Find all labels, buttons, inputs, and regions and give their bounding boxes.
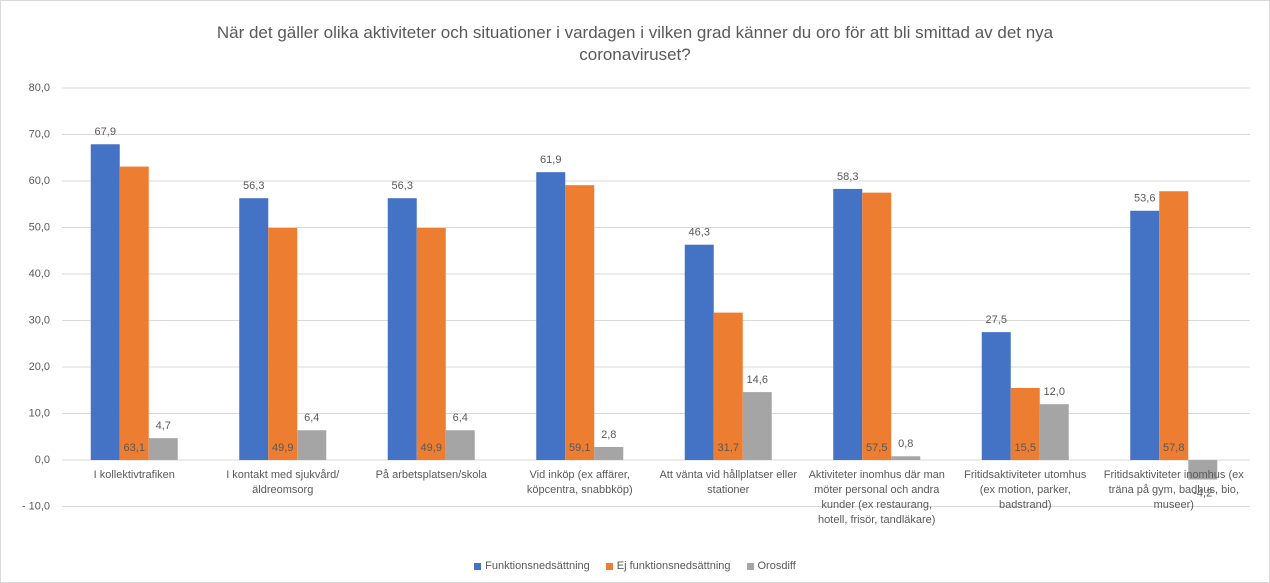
bar xyxy=(90,144,120,460)
legend-item: Orosdiff xyxy=(746,560,796,572)
bar xyxy=(1130,210,1160,460)
data-label: 53,6 xyxy=(1134,193,1155,205)
y-tick-label: 20,0 xyxy=(29,361,50,373)
bar xyxy=(239,198,269,460)
data-label: 15,5 xyxy=(1015,442,1036,454)
bar xyxy=(981,332,1011,460)
data-label: 57,5 xyxy=(866,442,887,454)
bar xyxy=(1188,460,1218,480)
data-label: 49,9 xyxy=(421,442,442,454)
bar xyxy=(268,227,298,460)
bar xyxy=(1159,191,1189,461)
data-label: 27,5 xyxy=(986,314,1007,326)
bar xyxy=(536,172,566,461)
legend-item: Funktionsnedsättning xyxy=(474,560,590,572)
data-label: -4,2 xyxy=(1193,487,1212,499)
x-tick-label: På arbetsplatsen/skola xyxy=(375,469,487,481)
x-tick-label: Fritidsaktiviteter inomhus (ex träna på … xyxy=(1103,469,1244,511)
x-tick-label: I kollektivtrafiken xyxy=(93,469,175,481)
y-tick-label: - 10,0 xyxy=(22,500,50,512)
bar xyxy=(594,446,624,460)
y-tick-label: 0,0 xyxy=(35,454,50,466)
x-tick-label: Fritidsaktiviteter utomhus (ex motion, p… xyxy=(964,469,1087,511)
legend-swatch xyxy=(605,562,613,570)
y-tick-label: 50,0 xyxy=(29,221,50,233)
y-tick-label: 10,0 xyxy=(29,407,50,419)
y-tick-label: 80,0 xyxy=(29,82,50,94)
x-tick-label: Aktiviteter inomhus där man möter person… xyxy=(808,469,945,526)
data-label: 63,1 xyxy=(124,442,145,454)
x-tick-label: I kontakt med sjukvård/äldreomsorg xyxy=(226,469,340,496)
bar xyxy=(148,438,178,460)
bar xyxy=(445,430,475,460)
bar xyxy=(119,166,149,460)
data-label: 56,3 xyxy=(243,180,264,192)
legend-swatch xyxy=(474,562,482,570)
y-tick-label: 40,0 xyxy=(29,268,50,280)
legend-label: Funktionsnedsättning xyxy=(485,560,590,572)
bar xyxy=(565,185,595,460)
data-label: 56,3 xyxy=(392,180,413,192)
data-label: 58,3 xyxy=(837,171,858,183)
data-label: 4,7 xyxy=(156,420,171,432)
data-label: 2,8 xyxy=(601,429,616,441)
x-tick-label: Att vänta vid hållplatser eller statione… xyxy=(659,469,798,496)
data-label: 49,9 xyxy=(272,442,293,454)
data-label: 0,8 xyxy=(898,438,913,450)
bar xyxy=(1010,387,1040,460)
bar xyxy=(833,188,863,460)
data-label: 57,8 xyxy=(1163,442,1184,454)
y-tick-label: 30,0 xyxy=(29,314,50,326)
data-label: 46,3 xyxy=(689,227,710,239)
bar xyxy=(684,244,714,460)
legend: Funktionsnedsättning Ej funktionsnedsättn… xyxy=(0,560,1270,572)
bar xyxy=(416,227,446,460)
bar xyxy=(297,430,327,460)
data-label: 6,4 xyxy=(453,412,468,424)
bar xyxy=(387,198,417,460)
chart-title: När det gäller olika aktiviteter och sit… xyxy=(216,23,1054,64)
data-label: 61,9 xyxy=(540,154,561,166)
bar xyxy=(891,456,921,460)
y-tick-label: 60,0 xyxy=(29,175,50,187)
data-label: 31,7 xyxy=(718,442,739,454)
legend-label: Orosdiff xyxy=(757,560,796,572)
legend-label: Ej funktionsnedsättning xyxy=(616,560,731,572)
data-label: 12,0 xyxy=(1044,386,1065,398)
legend-swatch xyxy=(746,562,754,570)
bar xyxy=(1039,404,1069,460)
x-tick-label: Vid inköp (ex affärer, köpcentra, snabbk… xyxy=(526,469,633,496)
data-label: 6,4 xyxy=(304,412,319,424)
bar xyxy=(713,312,743,460)
bar xyxy=(862,192,892,460)
data-label: 59,1 xyxy=(569,442,590,454)
data-label: 67,9 xyxy=(95,126,116,138)
y-tick-label: 70,0 xyxy=(29,128,50,140)
bar xyxy=(742,392,772,460)
legend-item: Ej funktionsnedsättning xyxy=(605,560,731,572)
data-label: 14,6 xyxy=(747,374,768,386)
